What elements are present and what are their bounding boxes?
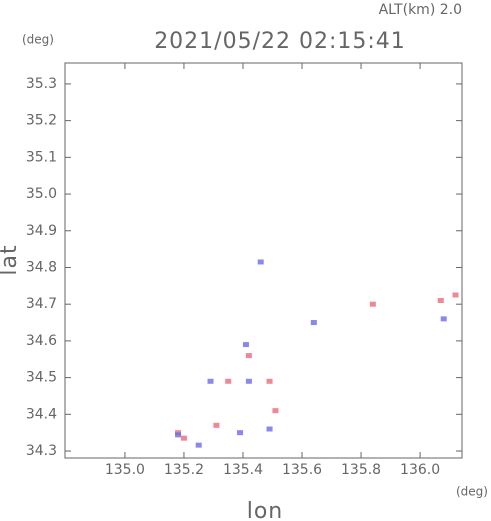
y-tick-label: 34.7 bbox=[26, 296, 57, 312]
y-unit: (deg) bbox=[22, 33, 54, 47]
y-axis-label: lat bbox=[0, 244, 22, 275]
x-tick-label: 136.0 bbox=[400, 462, 440, 478]
echo-point bbox=[369, 301, 376, 307]
plot-frame bbox=[64, 62, 463, 459]
x-axis-label: lon bbox=[247, 499, 284, 521]
echo-point bbox=[213, 422, 220, 428]
x-tick-label: 135.2 bbox=[164, 462, 204, 478]
y-tick-label: 34.4 bbox=[26, 406, 57, 422]
y-tick-label: 35.2 bbox=[26, 113, 57, 129]
echo-point bbox=[225, 378, 232, 384]
x-tick-label: 135.6 bbox=[282, 462, 322, 478]
x-tick-label: 135.0 bbox=[105, 462, 145, 478]
y-tick-label: 35.3 bbox=[26, 76, 57, 92]
echo-point bbox=[257, 259, 264, 265]
x-tick-label: 135.4 bbox=[223, 462, 263, 478]
echo-point bbox=[266, 426, 273, 432]
echo-point bbox=[207, 378, 214, 384]
altitude-label: ALT(km) 2.0 bbox=[379, 2, 462, 18]
echo-point bbox=[310, 320, 317, 326]
y-tick-label: 35.1 bbox=[26, 149, 57, 165]
x-tick-label: 135.8 bbox=[341, 462, 381, 478]
y-tick-label: 34.9 bbox=[26, 223, 57, 239]
echo-point bbox=[452, 292, 459, 298]
echo-point bbox=[242, 342, 249, 348]
echo-point bbox=[245, 353, 252, 359]
echo-point bbox=[180, 435, 187, 441]
y-tick-label: 34.5 bbox=[26, 370, 57, 386]
y-tick-label: 34.3 bbox=[26, 443, 57, 459]
echo-point bbox=[266, 378, 273, 384]
y-tick-label: 35.0 bbox=[26, 186, 57, 202]
y-tick-label: 34.6 bbox=[26, 333, 57, 349]
echo-point bbox=[437, 298, 444, 304]
echo-point bbox=[272, 408, 279, 414]
echo-point bbox=[195, 442, 202, 448]
echo-point bbox=[245, 378, 252, 384]
chart-title: 2021/05/22 02:15:41 bbox=[154, 29, 406, 54]
x-unit: (deg) bbox=[456, 485, 488, 499]
echo-point bbox=[440, 316, 447, 322]
y-tick-label: 34.8 bbox=[26, 259, 57, 275]
echo-point bbox=[237, 430, 244, 436]
echo-point bbox=[175, 432, 182, 438]
